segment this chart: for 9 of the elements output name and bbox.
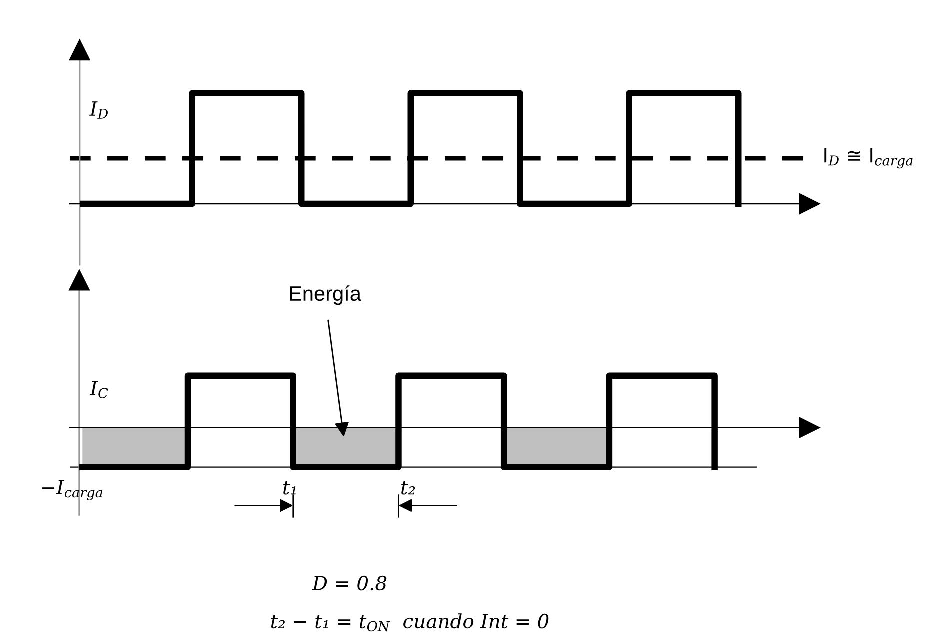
ref-line-label: −I$_{carga}$ — [42, 480, 103, 500]
y-axis-title: I$_{D}$ — [90, 102, 108, 119]
text: D = 0.8 — [312, 576, 387, 591]
text: t₂ — [401, 481, 416, 495]
text: Energía — [290, 286, 362, 306]
ref-line-label: I$_{D}$ ≅ I$_{carga}$ — [824, 148, 913, 169]
y-axis-title: I$_{C}$ — [90, 381, 108, 398]
text: t₁ — [283, 481, 296, 495]
text: t₂ − t₁ = t$_{ON}$ cuando Int = 0 — [271, 614, 549, 632]
